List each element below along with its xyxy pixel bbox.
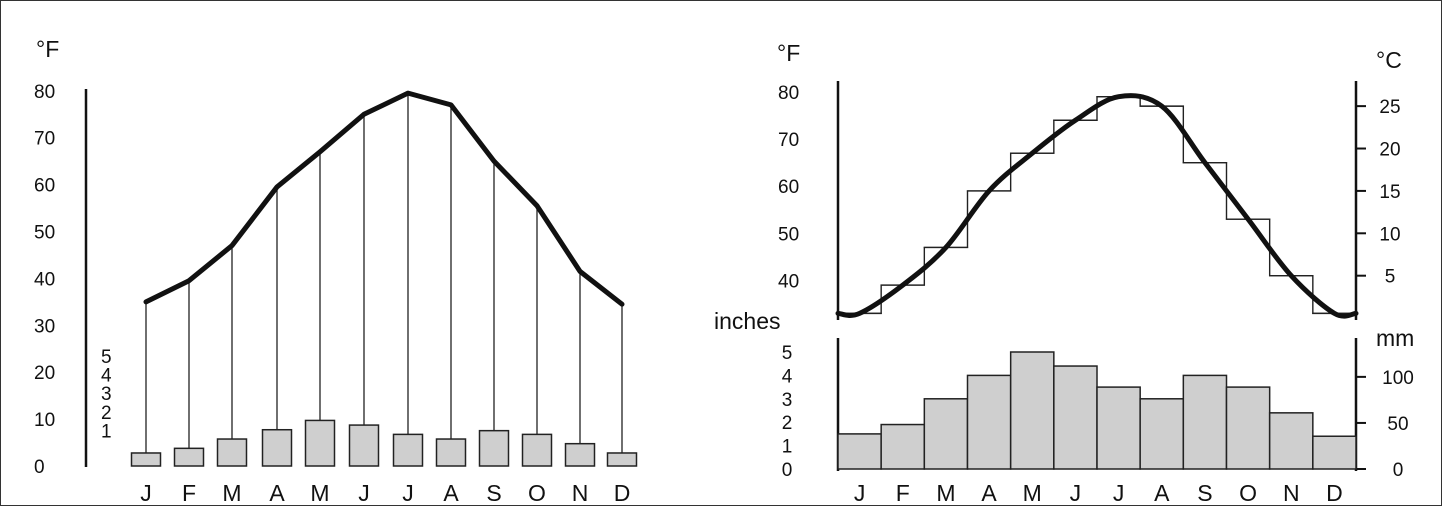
left-month-label: J xyxy=(358,480,370,506)
right-temp-f-tick-label: 80 xyxy=(778,83,799,104)
right-temp-c-tick-label: 25 xyxy=(1379,97,1400,118)
left-precip-bar xyxy=(521,433,553,467)
right-month-label: M xyxy=(1023,480,1042,506)
right-precip-inch-tick-label: 4 xyxy=(782,366,793,387)
left-temp-unit-label: °F xyxy=(36,36,59,62)
left-month-label: N xyxy=(572,480,589,506)
right-month-label: J xyxy=(854,480,866,506)
left-month-label: D xyxy=(614,480,631,506)
left-temp-tick-label: 10 xyxy=(34,410,55,431)
left-precip-bar xyxy=(435,438,467,467)
left-month-label: A xyxy=(269,480,285,506)
right-month-label: J xyxy=(1113,480,1125,506)
right-precip-mm-tick-label: 50 xyxy=(1387,414,1408,435)
left-month-label: S xyxy=(486,480,501,506)
left-month-label: M xyxy=(310,480,329,506)
right-precip-bar xyxy=(1312,435,1357,470)
right-temp-f-tick-label: 60 xyxy=(778,177,799,198)
left-month-label: F xyxy=(182,480,196,506)
right-temp-f-tick-label: 50 xyxy=(778,224,799,245)
right-precip-bar xyxy=(837,433,882,470)
right-month-label: A xyxy=(981,480,997,506)
left-precip-bar xyxy=(478,429,510,467)
left-precip-bar xyxy=(173,447,205,467)
right-precip-bar xyxy=(1182,374,1228,470)
right-precip-inches-label: inches xyxy=(714,308,780,334)
right-temp-f-tick-label: 70 xyxy=(778,130,799,151)
left-month-label: J xyxy=(140,480,152,506)
right-month-label: M xyxy=(936,480,955,506)
right-precip-bar xyxy=(1096,386,1141,470)
right-month-label: N xyxy=(1283,480,1300,506)
left-precip-tick-label: 1 xyxy=(101,421,112,442)
left-month-label: O xyxy=(528,480,546,506)
left-precip-bar xyxy=(304,419,336,467)
right-precip-bar xyxy=(1009,351,1055,470)
right-month-label: J xyxy=(1070,480,1082,506)
right-precip-inch-tick-label: 1 xyxy=(782,437,793,458)
left-temp-tick-label: 80 xyxy=(34,82,55,103)
right-month-label: S xyxy=(1197,480,1212,506)
right-temp-c-tick-label: 5 xyxy=(1385,267,1396,288)
left-precip-tick-label: 2 xyxy=(101,403,112,424)
left-precip-bar xyxy=(130,452,162,467)
right-month-label: O xyxy=(1239,480,1257,506)
left-precip-bar xyxy=(216,438,248,467)
left-month-label: A xyxy=(443,480,459,506)
left-temp-tick-label: 70 xyxy=(34,129,55,150)
right-precip-inch-tick-label: 3 xyxy=(782,390,793,411)
right-precip-bar xyxy=(1225,386,1271,470)
left-temp-tick-label: 30 xyxy=(34,316,55,337)
left-temp-tick-label: 40 xyxy=(34,269,55,290)
right-month-label: F xyxy=(896,480,910,506)
right-precip-inch-tick-label: 0 xyxy=(782,460,793,481)
left-precip-bar xyxy=(564,442,596,467)
right-precip-bar xyxy=(966,374,1012,470)
right-temp-f-tick-label: 40 xyxy=(778,271,799,292)
right-temp-f-unit-label: °F xyxy=(777,40,800,66)
left-month-label: M xyxy=(222,480,241,506)
right-precip-mm-tick-label: 0 xyxy=(1393,460,1404,481)
left-temp-tick-label: 20 xyxy=(34,363,55,384)
right-precip-bar xyxy=(1268,412,1314,470)
left-precip-tick-label: 5 xyxy=(101,347,112,368)
right-precip-bar xyxy=(923,398,969,470)
right-precip-mm-label: mm xyxy=(1376,325,1414,351)
left-precip-tick-label: 3 xyxy=(101,384,112,405)
right-temp-c-tick-label: 20 xyxy=(1379,140,1400,161)
right-month-label: D xyxy=(1326,480,1343,506)
right-precip-mm-tick-label: 100 xyxy=(1382,368,1414,389)
right-precip-inch-tick-label: 2 xyxy=(782,413,793,434)
right-precip-bar xyxy=(1053,365,1098,470)
right-temp-c-tick-label: 15 xyxy=(1379,182,1400,203)
left-temperature-line xyxy=(143,90,625,307)
left-temp-tick-label: 60 xyxy=(34,176,55,197)
left-precip-bar xyxy=(348,424,380,467)
right-month-label: A xyxy=(1154,480,1170,506)
right-precip-inch-tick-label: 5 xyxy=(782,343,793,364)
left-temp-tick-label: 50 xyxy=(34,223,55,244)
left-precip-bar xyxy=(261,428,293,467)
right-precip-bar xyxy=(880,423,926,470)
left-month-label: J xyxy=(402,480,414,506)
right-temp-c-tick-label: 10 xyxy=(1379,224,1400,245)
right-precip-bar xyxy=(1139,398,1185,470)
left-precip-tick-label: 4 xyxy=(101,366,112,387)
right-temperature-curve xyxy=(835,93,1359,319)
left-precip-bar xyxy=(606,452,638,467)
left-temp-tick-label: 0 xyxy=(34,457,45,478)
right-temp-c-unit-label: °C xyxy=(1376,47,1402,73)
left-precip-bar xyxy=(392,433,424,467)
